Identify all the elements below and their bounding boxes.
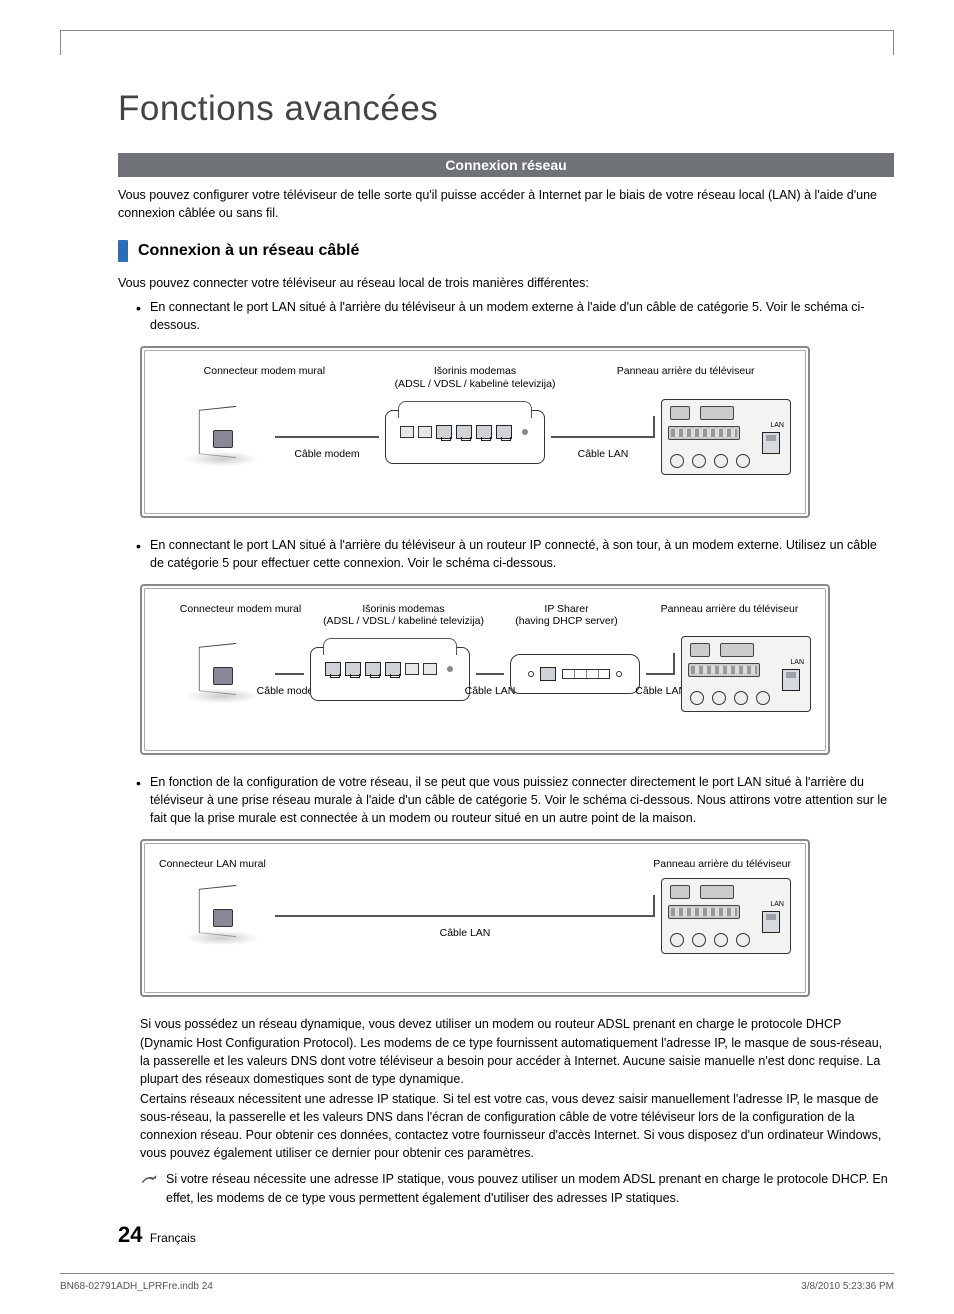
bullet-list-2: En connectant le port LAN situé à l'arri… [118,536,894,572]
d2-label-wall: Connecteur modem mural [159,603,322,628]
lan-label: LAN [770,422,784,429]
cable-lan-2b-label: Câble LAN [635,685,686,697]
subheading: Connexion à un réseau câblé [138,242,359,260]
note-text: Si votre réseau nécessite une adresse IP… [166,1170,894,1206]
page-frame: Fonctions avancées Connexion réseau Vous… [60,30,894,1284]
section-banner: Connexion réseau [118,153,894,177]
ipsharer-icon [510,654,640,694]
d2-label-modem: Išorinis modemas (ADSL / VDSL / kabelinė… [322,603,485,628]
lan-label-2: LAN [790,659,804,666]
cable-lan-2a: Câble LAN [476,665,505,683]
diagram-3-devices: Câble LAN LAN [159,878,791,954]
footer-doc: BN68-02791ADH_LPRFre.indb 24 [60,1281,213,1292]
footer-timestamp: 3/8/2010 5:23:36 PM [801,1281,894,1292]
diagram-2: Connecteur modem mural Išorinis modemas … [140,584,830,755]
d1-label-tv: Panneau arrière du téléviseur [580,365,791,390]
d2-modem-line1: Išorinis modemas [362,603,444,615]
cable-lan-1: Câble LAN [551,428,655,446]
bullet-list: En connectant le port LAN situé à l'arri… [118,298,894,334]
bullet-3: En fonction de la configuration de votre… [136,773,894,827]
page-title: Fonctions avancées [118,89,894,129]
bullet-list-3: En fonction de la configuration de votre… [118,773,894,827]
tv-panel-icon-3: LAN [661,878,791,954]
cable-lan-3: Câble LAN [275,907,655,925]
wall-connector-icon [159,402,269,472]
diagram-2-labels: Connecteur modem mural Išorinis modemas … [159,603,811,628]
bullet-2: En connectant le port LAN situé à l'arri… [136,536,894,572]
crop-mark-left [60,31,61,55]
d2-modem-line2: (ADSL / VDSL / kabelinė televizija) [323,615,484,627]
cable-modem-1: Câble modem [275,428,379,446]
diagram-2-inner: Connecteur modem mural Išorinis modemas … [144,588,826,751]
diagram-1-labels: Connecteur modem mural Išorinis modemas … [159,365,791,390]
diagram-2-devices: Câble modem Câble LAN [159,636,811,712]
paragraph-1: Si vous possédez un réseau dynamique, vo… [140,1015,894,1088]
page-number-value: 24 [118,1222,142,1247]
intro-text: Vous pouvez configurer votre téléviseur … [118,187,894,222]
note-row: Si votre réseau nécessite une adresse IP… [140,1170,894,1206]
footer-meta: BN68-02791ADH_LPRFre.indb 24 3/8/2010 5:… [60,1281,894,1292]
diagram-3-labels: Connecteur LAN mural Panneau arrière du … [159,858,791,870]
cable-lan-2b: Câble LAN [646,665,675,683]
paragraph-2: Certains réseaux nécessitent une adresse… [140,1090,894,1163]
diagram-1: Connecteur modem mural Išorinis modemas … [140,346,810,517]
d2-ipshare-line1: IP Sharer [544,603,588,615]
cable-lan-1-label: Câble LAN [578,448,629,460]
cable-lan-2a-label: Câble LAN [465,685,516,697]
diagram-1-inner: Connecteur modem mural Išorinis modemas … [144,350,806,513]
modem-icon [385,410,545,464]
cable-lan-3-label: Câble LAN [440,927,491,939]
diagram-3: Connecteur LAN mural Panneau arrière du … [140,839,810,997]
d1-label-modem: Išorinis modemas (ADSL / VDSL / kabelinė… [370,365,581,390]
content-area: Fonctions avancées Connexion réseau Vous… [118,89,894,1244]
diagram-1-devices: Câble modem Câble LAN [159,399,791,475]
lan-label-3: LAN [770,901,784,908]
note-icon [140,1172,158,1188]
d2-ipshare-line2: (having DHCP server) [515,615,618,627]
tv-panel-icon-2: LAN [681,636,811,712]
cable-modem-1-label: Câble modem [294,448,359,460]
d3-label-wall: Connecteur LAN mural [159,858,370,870]
d2-label-ipshare: IP Sharer (having DHCP server) [485,603,648,628]
lead-text: Vous pouvez connecter votre téléviseur a… [118,274,894,292]
subheading-marker [118,240,128,262]
modem-icon-2 [310,647,470,701]
wall-connector-icon-3 [159,881,269,951]
d1-modem-line1: Išorinis modemas [434,365,516,377]
d1-label-wall: Connecteur modem mural [159,365,370,390]
d1-modem-line2: (ADSL / VDSL / kabelinė televizija) [395,378,556,390]
d2-label-tv: Panneau arrière du téléviseur [648,603,811,628]
cable-modem-2: Câble modem [275,665,304,683]
wall-connector-icon-2 [159,639,269,709]
footer-rule [60,1273,894,1274]
crop-mark-right [893,31,894,55]
diagram-3-inner: Connecteur LAN mural Panneau arrière du … [144,843,806,993]
subheading-row: Connexion à un réseau câblé [118,240,894,262]
bullet-1: En connectant le port LAN situé à l'arri… [136,298,894,334]
d3-label-tv: Panneau arrière du téléviseur [580,858,791,870]
tv-panel-icon: LAN [661,399,791,475]
page-number: 24 Français [118,1222,196,1248]
page-number-lang: Français [150,1231,196,1245]
